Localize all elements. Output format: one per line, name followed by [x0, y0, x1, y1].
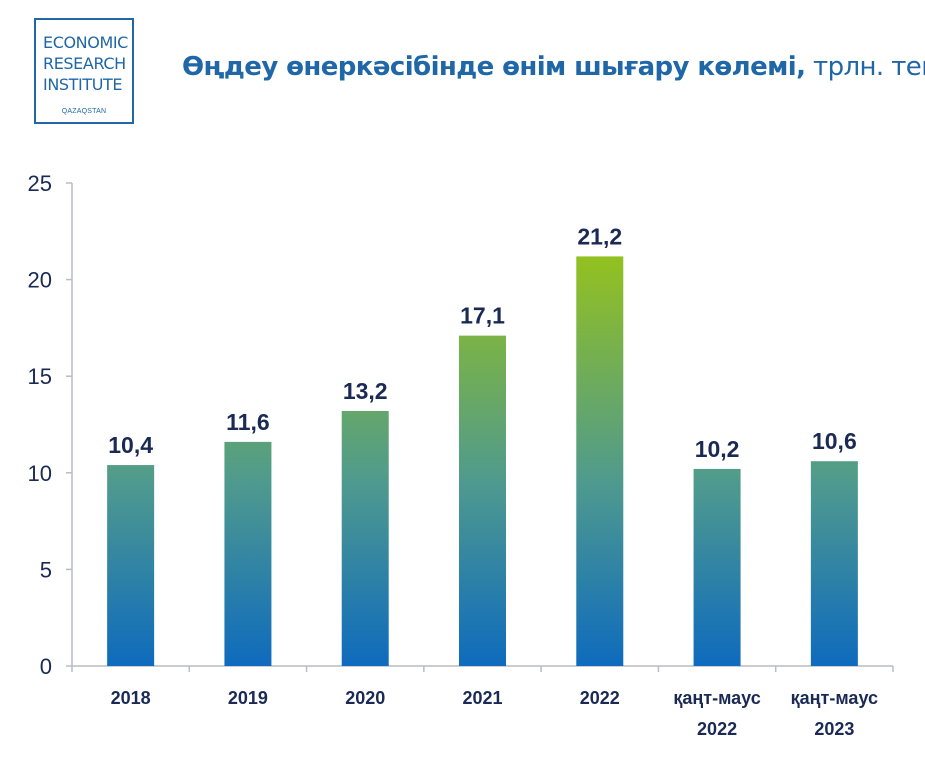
x-tick-label: 2019 — [228, 688, 268, 708]
y-tick-label: 5 — [40, 557, 52, 582]
x-tick-label: 2020 — [345, 688, 385, 708]
x-tick-label: қаңт-маус — [791, 688, 878, 708]
bar — [224, 441, 272, 666]
logo-line-3: INSTITUTE — [43, 75, 123, 94]
logo-wordmark: ECONOMIC RESEARCH INSTITUTE — [43, 32, 128, 95]
data-label: 13,2 — [343, 378, 388, 404]
data-label: 21,2 — [577, 223, 622, 249]
x-tick-label: 2018 — [111, 688, 151, 708]
data-label: 10,6 — [812, 428, 857, 454]
bar — [576, 256, 624, 666]
bar — [693, 468, 741, 666]
data-label: 10,2 — [695, 436, 740, 462]
y-tick-label: 15 — [28, 364, 52, 389]
logo-top-border — [36, 18, 132, 20]
data-label: 17,1 — [460, 303, 505, 329]
bar — [810, 461, 858, 666]
x-tick-label: 2021 — [462, 688, 502, 708]
chart-title-main: Өңдеу өнеркәсібінде өнім шығару көлемі, — [182, 52, 806, 82]
chart-bars — [107, 256, 858, 666]
y-tick-label: 25 — [28, 171, 52, 196]
y-tick-label: 0 — [40, 654, 52, 679]
logo-subtitle: QAZAQSTAN — [61, 108, 107, 115]
chart-axes: 0 5 10 15 20 25 — [28, 171, 894, 679]
chart-title: Өңдеу өнеркәсібінде өнім шығару көлемі, … — [182, 52, 925, 82]
bar — [341, 410, 389, 666]
bar — [107, 465, 155, 666]
data-label: 11,6 — [226, 409, 270, 435]
x-tick-label: қаңт-маус — [673, 688, 760, 708]
chart-title-unit: трлн. тенге — [813, 52, 925, 82]
logo-line-1: ECONOMIC — [43, 33, 128, 52]
logo: ECONOMIC RESEARCH INSTITUTE QAZAQSTAN — [34, 18, 134, 124]
x-tick-label: 2022 — [697, 719, 737, 739]
y-tick-label: 10 — [28, 461, 52, 486]
x-tick-label: 2022 — [580, 688, 620, 708]
logo-line-2: RESEARCH — [43, 54, 126, 73]
bar — [459, 335, 506, 666]
data-label: 10,4 — [108, 432, 153, 458]
y-tick-label: 20 — [28, 268, 52, 293]
x-tick-label: 2023 — [814, 719, 854, 739]
chart-labels: 10,4 2018 11,6 2019 13,2 2020 17,1 2021 21,2 2022… — [108, 223, 878, 739]
